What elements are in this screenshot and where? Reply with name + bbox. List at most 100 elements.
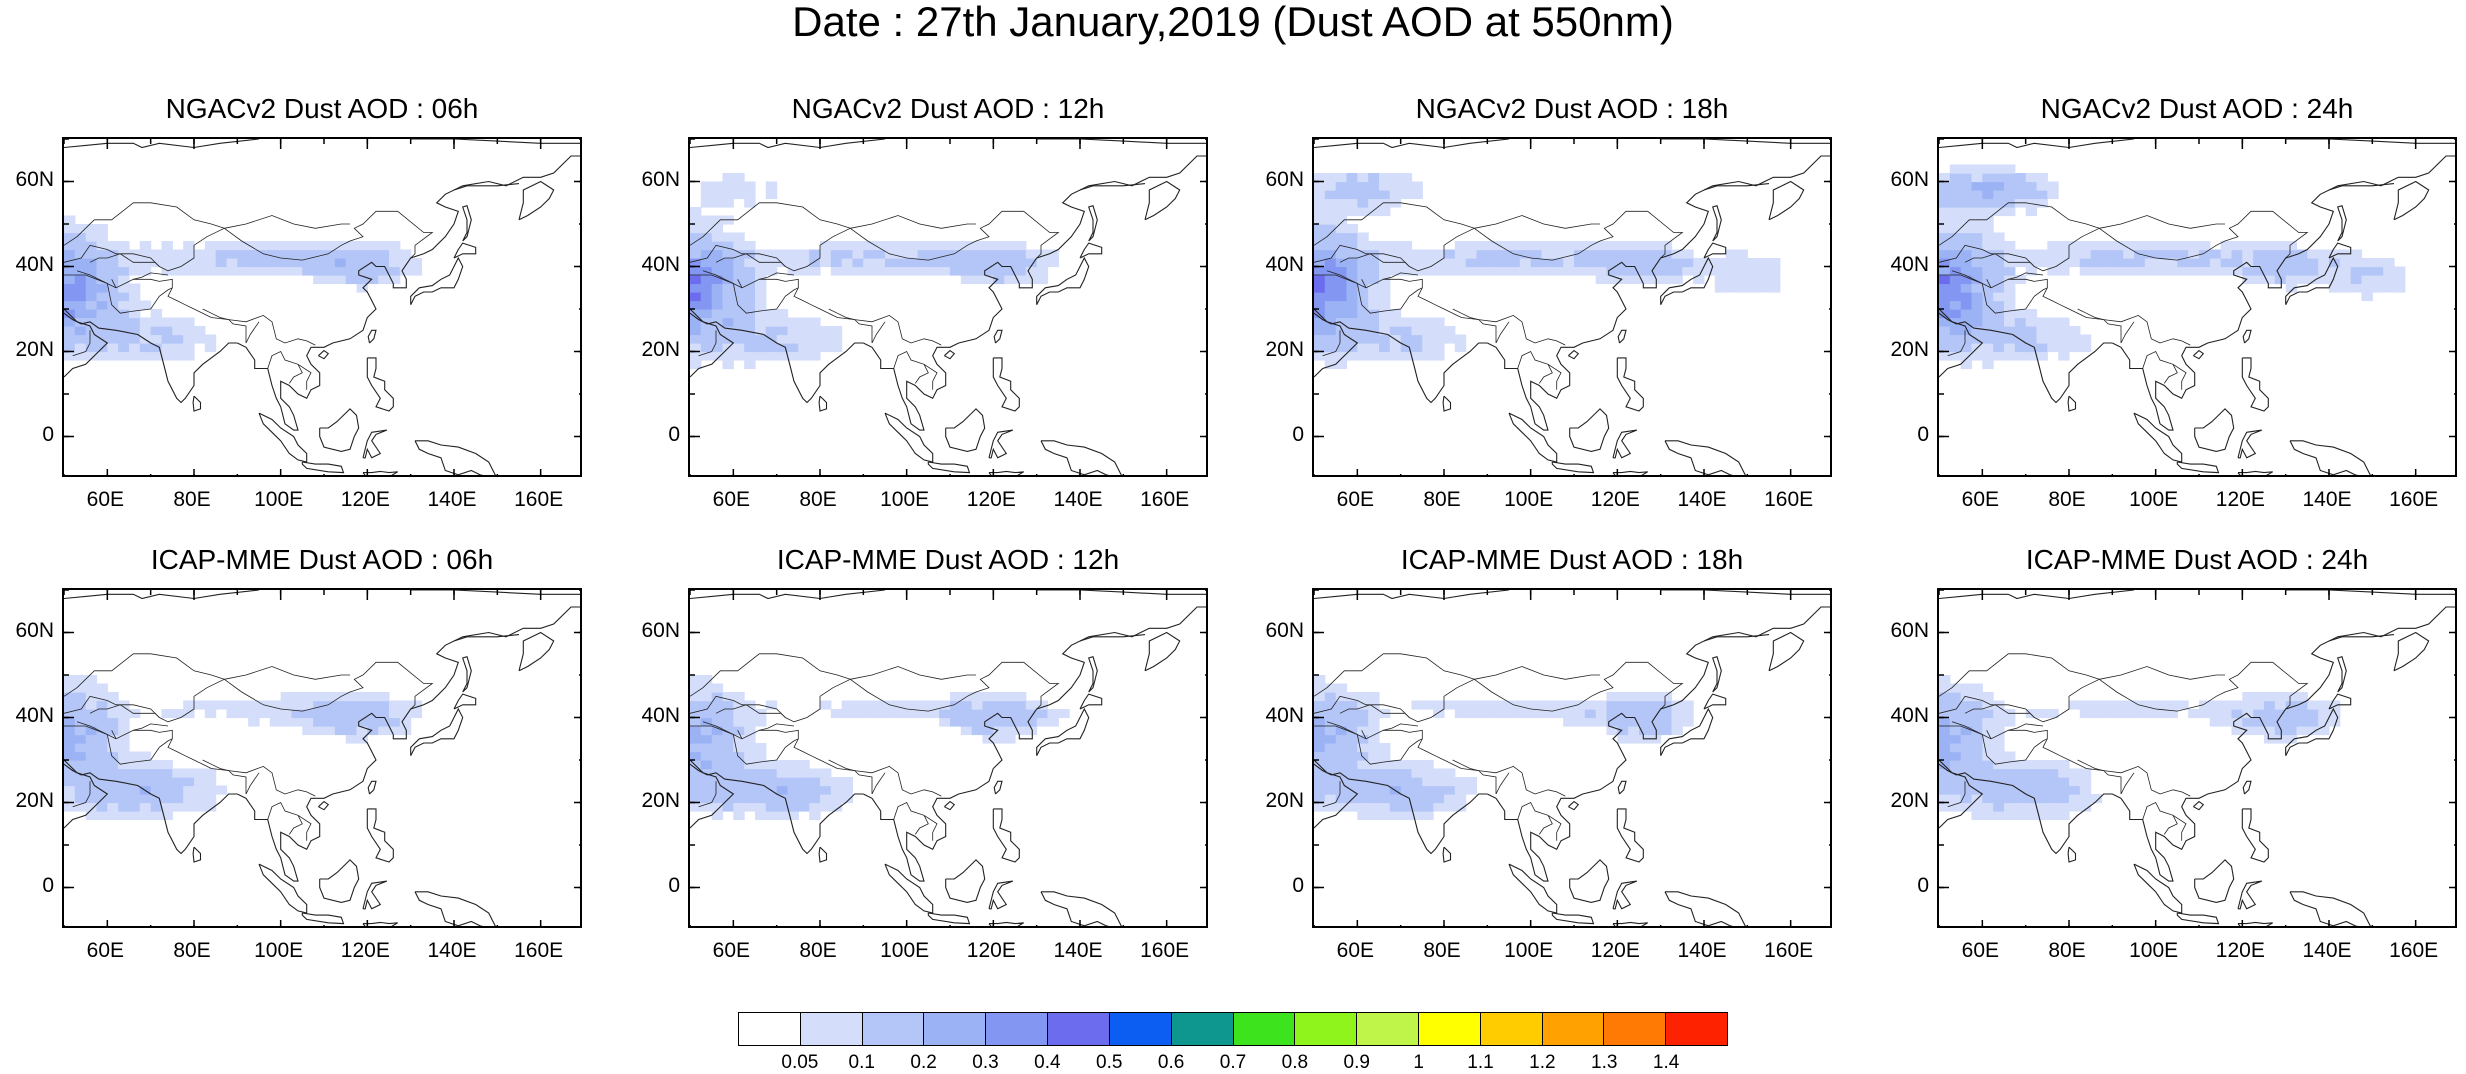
dust-shading [690,675,1070,821]
dust-cell [690,275,702,285]
dust-cell [1769,258,1781,268]
dust-cell [64,768,76,778]
dust-cell [1617,700,1629,710]
dust-cell [1335,709,1348,719]
dust-cell [1400,351,1413,361]
dust-cell [64,700,76,710]
dust-cell [700,232,713,242]
dust-cell [2079,343,2092,353]
dust-cell [1736,275,1748,285]
dust-cell [2090,266,2103,276]
dust-cell [85,726,98,736]
dust-cell [1324,241,1337,251]
dust-cell [690,700,702,710]
dust-cell [1617,692,1629,702]
dust-cell [2123,241,2135,251]
country-border [732,734,799,765]
dust-cell [129,343,141,353]
dust-cell [700,300,713,310]
dust-cell [2242,241,2254,251]
dust-cell [1939,777,1951,787]
dust-cell [928,709,940,719]
dust-cell [1595,241,1608,251]
dust-cell [744,309,756,319]
country-border [702,270,734,284]
dust-cell [1422,258,1434,268]
dust-cell [982,692,994,702]
dust-cell [2069,785,2081,795]
dust-cell [74,249,87,259]
dust-cell [1563,709,1575,719]
dust-cell [1047,709,1059,719]
coastline [993,780,1003,795]
dust-cell [1993,777,2005,787]
dust-cell [809,777,821,787]
dust-cell [950,266,962,276]
dust-cell [1324,258,1337,268]
dust-cell [2166,709,2178,719]
dust-cell [1357,249,1369,259]
dust-cell [1971,351,1983,361]
dust-cell [1982,326,1994,336]
dust-cell [1357,275,1369,285]
dust-cell [733,768,745,778]
dust-cell [1454,343,1467,353]
dust-cell [993,266,1005,276]
dust-cell [2025,794,2038,804]
dust-cell [1736,266,1748,276]
dust-cell [204,709,217,719]
dust-cell [1379,768,1391,778]
dust-cell [722,760,734,770]
dust-cell [733,249,745,259]
dust-cell [2004,326,2016,336]
dust-cell [2058,351,2070,361]
dust-cell [852,249,864,259]
dust-cell [2123,266,2135,276]
dust-cell [2188,241,2200,251]
dust-cell [960,275,973,285]
dust-cell [722,692,734,702]
dust-cell [1639,266,1651,276]
dust-cell [1411,760,1423,770]
dust-cell [830,326,843,336]
dust-cell [2047,317,2059,327]
dust-cell [1015,258,1027,268]
dust-cell [1993,326,2005,336]
dust-cell [2036,181,2048,191]
coastline [410,256,464,306]
dust-cell [1574,700,1586,710]
dust-cell [64,326,76,336]
dust-cell [1660,692,1673,702]
lat-tick-label: 40N [1890,703,1929,727]
dust-cell [118,743,130,753]
dust-cell [1379,785,1391,795]
dust-cell [1982,190,1994,200]
dust-cell [367,700,379,710]
colorbar-label: 1.3 [1591,1052,1618,1073]
dust-cell [334,249,347,259]
dust-cell [1971,207,1983,217]
dust-cell [1939,258,1951,268]
dust-cell [2069,334,2081,344]
dust-cell [204,700,217,710]
dust-cell [2047,794,2059,804]
dust-cell [1324,215,1337,225]
dust-cell [1617,709,1629,719]
dust-cell [733,751,745,761]
dust-cell [1671,700,1683,710]
dust-cell [302,726,314,736]
coastline [1612,470,1648,475]
dust-cell [172,326,184,336]
dust-cell [96,726,108,736]
dust-cell [755,309,767,319]
dust-cell [64,751,76,761]
lon-tick-label: 100E [880,939,930,962]
dust-cell [1628,266,1640,276]
dust-cell [118,717,130,727]
dust-cell [74,760,87,770]
dust-cell [885,266,897,276]
dust-cell [2079,777,2092,787]
dust-cell [85,743,98,753]
dust-cell [711,334,724,344]
dust-cell [1368,258,1380,268]
